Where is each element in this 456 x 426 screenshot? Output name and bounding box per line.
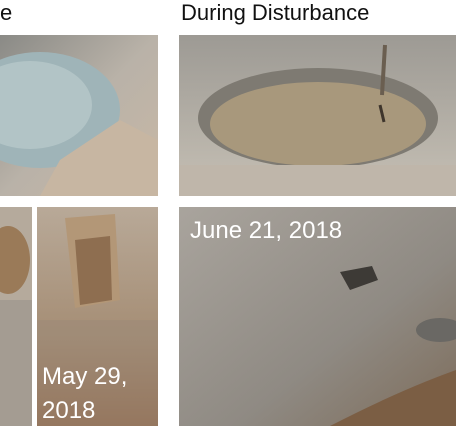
panel-header: During Disturbance (181, 0, 369, 25)
photo (37, 207, 158, 426)
photo-caption: June 21, 2018 (190, 217, 342, 244)
photo (179, 207, 456, 426)
photo-caption: 2018 (42, 397, 95, 424)
photo-caption: May 29, (42, 363, 127, 390)
panel-header: e (0, 0, 12, 25)
photo (179, 35, 456, 196)
photo (0, 207, 32, 426)
photo (0, 35, 158, 196)
